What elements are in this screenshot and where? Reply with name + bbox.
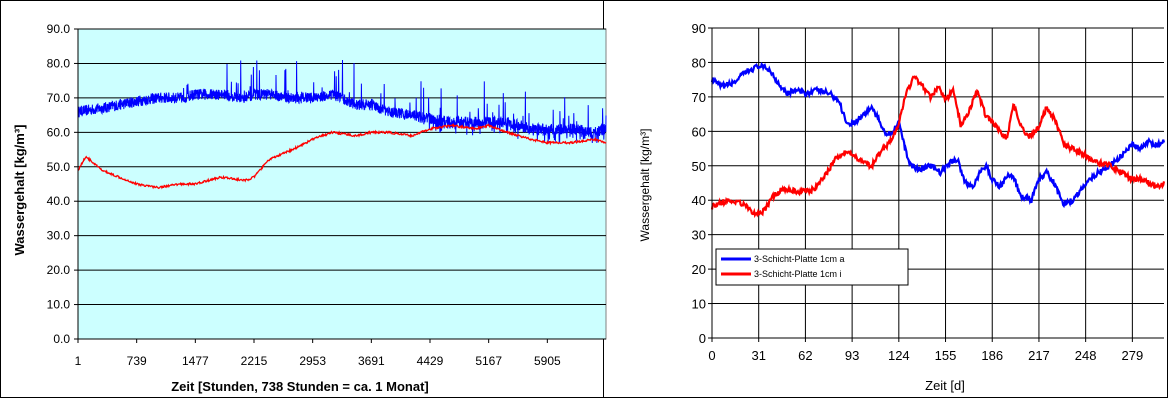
right-y-tick-label: 70 [692, 90, 706, 105]
right-plot-area [712, 28, 1164, 338]
right-x-tick-label: 0 [708, 348, 715, 363]
right-x-axis-label: Zeit [d] [925, 378, 965, 393]
left-x-tick-label: 5167 [475, 354, 502, 368]
right-y-tick-label: 60 [692, 124, 706, 139]
right-y-tick-label: 90 [692, 21, 706, 36]
right-x-tick-label: 155 [935, 348, 957, 363]
right-x-ticks: 0 31 62 93 124 155 186 217 248 279 [708, 338, 1143, 363]
left-x-tick-label: 4429 [417, 354, 444, 368]
right-y-tick-label: 10 [692, 297, 706, 312]
right-x-tick-label: 93 [845, 348, 859, 363]
right-y-tick-label: 20 [692, 262, 706, 277]
left-x-axis-label: Zeit [Stunden, 738 Stunden = ca. 1 Monat… [171, 379, 429, 394]
right-x-tick-label: 124 [888, 348, 910, 363]
right-y-axis-label: Wassergehalt [kg/m³] [638, 129, 652, 242]
left-x-ticks: 1 739 1477 2215 2953 3691 4429 5167 5905 [75, 339, 561, 368]
left-y-axis-label: Wassergehalt [kg/m³] [12, 125, 27, 256]
right-series-a-line [710, 62, 1166, 209]
left-x-tick-label: 5905 [534, 354, 561, 368]
right-x-tick-label: 248 [1075, 348, 1097, 363]
left-chart: 0.010.020.030.040.050.060.070.080.090.0 … [12, 22, 607, 394]
legend-label-series-i: 3-Schicht-Platte 1cm i [754, 269, 842, 279]
right-x-tick-label: 279 [1122, 348, 1144, 363]
left-y-tick-label: 90.0 [47, 22, 71, 36]
left-x-tick-label: 1 [75, 354, 82, 368]
left-x-tick-label: 739 [127, 354, 147, 368]
left-y-tick-label: 60.0 [47, 125, 71, 139]
right-x-tick-label: 186 [981, 348, 1003, 363]
left-x-tick-label: 3691 [358, 354, 385, 368]
right-y-tick-label: 50 [692, 159, 706, 174]
right-y-tick-label: 0 [699, 331, 706, 346]
left-y-tick-label: 10.0 [47, 298, 71, 312]
left-y-tick-label: 40.0 [47, 194, 71, 208]
left-y-tick-label: 50.0 [47, 160, 71, 174]
right-y-tick-label: 40 [692, 193, 706, 208]
right-series-group [710, 62, 1166, 219]
left-y-ticks: 0.0 10.0 20.0 30.0 40.0 50.0 60.0 70.0 80.0 90.0 [47, 22, 78, 346]
left-series-group [77, 59, 607, 190]
left-series-red-line [77, 123, 607, 190]
right-x-tick-label: 31 [751, 348, 765, 363]
right-legend: 3-Schicht-Platte 1cm a 3-Schicht-Platte … [715, 248, 909, 286]
left-y-tick-label: 70.0 [47, 91, 71, 105]
right-chart: 0 10 20 30 40 50 60 70 80 90 0 31 62 93 124 155 186 217 2… [638, 21, 1166, 393]
left-y-tick-label: 80.0 [47, 56, 71, 70]
legend-label-series-a: 3-Schicht-Platte 1cm a [754, 254, 845, 264]
left-x-tick-label: 1477 [182, 354, 209, 368]
right-y-ticks: 0 10 20 30 40 50 60 70 80 90 [692, 21, 712, 346]
left-y-tick-label: 20.0 [47, 263, 71, 277]
right-x-tick-label: 217 [1028, 348, 1050, 363]
right-x-tick-label: 62 [798, 348, 812, 363]
left-y-tick-label: 30.0 [47, 229, 71, 243]
left-x-tick-label: 2215 [241, 354, 268, 368]
left-x-tick-label: 2953 [299, 354, 326, 368]
legend-box [715, 248, 909, 286]
left-y-tick-label: 0.0 [53, 332, 70, 346]
right-series-i-line [710, 75, 1166, 219]
right-y-tick-label: 80 [692, 55, 706, 70]
right-y-tick-label: 30 [692, 228, 706, 243]
